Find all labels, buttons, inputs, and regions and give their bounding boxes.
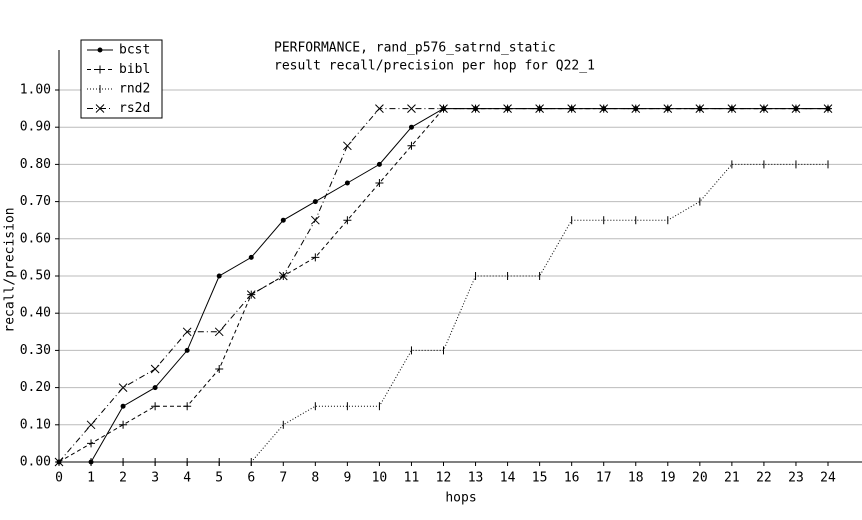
x-tick-label: 24 bbox=[820, 471, 836, 486]
x-axis-label: hops bbox=[445, 491, 476, 506]
x-tick-label: 10 bbox=[372, 471, 388, 486]
y-tick-label: 0.90 bbox=[20, 120, 51, 135]
point-marker bbox=[503, 104, 512, 113]
point-marker bbox=[311, 253, 320, 262]
point-marker bbox=[214, 327, 224, 337]
point-marker bbox=[119, 420, 128, 429]
point-marker bbox=[439, 104, 448, 113]
x-tick-label: 15 bbox=[532, 471, 548, 486]
x-tick-label: 14 bbox=[500, 471, 516, 486]
point-marker bbox=[567, 104, 577, 113]
point-marker bbox=[823, 104, 833, 113]
x-tick-label: 12 bbox=[436, 471, 452, 486]
x-tick-label: 20 bbox=[692, 471, 708, 486]
point-marker bbox=[375, 179, 384, 187]
point-marker bbox=[152, 385, 158, 391]
legend-label: rnd2 bbox=[119, 82, 150, 97]
point-marker bbox=[215, 365, 224, 373]
x-tick-label: 13 bbox=[468, 471, 484, 486]
point-marker bbox=[54, 457, 64, 467]
point-marker bbox=[599, 104, 609, 113]
point-marker bbox=[695, 104, 705, 113]
point-marker bbox=[407, 141, 416, 150]
x-tick-label: 0 bbox=[55, 471, 63, 486]
point-marker bbox=[278, 271, 288, 281]
y-tick-label: 1.00 bbox=[20, 83, 51, 98]
y-tick-label: 0.80 bbox=[20, 157, 51, 172]
x-tick-label: 1 bbox=[87, 471, 95, 486]
legend-label: bcst bbox=[119, 43, 150, 58]
y-tick-label: 0.10 bbox=[20, 417, 51, 432]
x-tick-label: 5 bbox=[215, 471, 223, 486]
point-marker bbox=[759, 104, 769, 113]
point-marker bbox=[86, 420, 96, 430]
point-marker bbox=[535, 104, 544, 113]
x-tick-label: 21 bbox=[724, 471, 740, 486]
x-tick-label: 22 bbox=[756, 471, 772, 486]
point-marker bbox=[631, 104, 641, 113]
x-tick-label: 11 bbox=[404, 471, 420, 486]
point-marker bbox=[151, 402, 160, 411]
point-marker bbox=[183, 402, 192, 411]
point-marker bbox=[246, 290, 256, 299]
point-marker bbox=[120, 403, 126, 409]
point-marker bbox=[727, 104, 737, 113]
point-marker bbox=[118, 383, 128, 392]
point-marker bbox=[280, 217, 286, 223]
legend-marker bbox=[95, 104, 105, 113]
point-marker bbox=[343, 141, 352, 151]
x-tick-label: 7 bbox=[279, 471, 287, 486]
point-marker bbox=[791, 104, 801, 113]
point-marker bbox=[344, 180, 350, 186]
point-marker bbox=[471, 104, 480, 113]
y-tick-label: 0.50 bbox=[20, 269, 51, 284]
x-tick-label: 6 bbox=[247, 471, 255, 486]
x-tick-label: 19 bbox=[660, 471, 676, 486]
point-marker bbox=[150, 364, 160, 374]
x-tick-label: 8 bbox=[311, 471, 319, 486]
legend-marker bbox=[96, 65, 104, 74]
point-marker bbox=[87, 439, 96, 448]
y-tick-label: 0.30 bbox=[20, 343, 51, 358]
point-marker bbox=[375, 104, 384, 113]
x-tick-label: 23 bbox=[788, 471, 804, 486]
legend-box bbox=[80, 39, 163, 119]
legend-label: rs2d bbox=[119, 101, 150, 116]
y-tick-label: 0.20 bbox=[20, 380, 51, 395]
x-tick-label: 18 bbox=[628, 471, 644, 486]
x-tick-label: 17 bbox=[596, 471, 612, 486]
point-marker bbox=[407, 104, 416, 113]
x-tick-label: 2 bbox=[119, 471, 127, 486]
chart-subtitle: result recall/precision per hop for Q22_… bbox=[274, 59, 595, 74]
y-tick-label: 0.60 bbox=[20, 231, 51, 246]
point-marker bbox=[216, 273, 222, 279]
point-marker bbox=[182, 327, 192, 337]
x-tick-label: 16 bbox=[564, 471, 580, 486]
x-tick-label: 9 bbox=[343, 471, 351, 486]
point-marker bbox=[343, 216, 352, 225]
x-tick-label: 4 bbox=[183, 471, 191, 486]
point-marker bbox=[312, 199, 318, 205]
y-tick-label: 0.00 bbox=[20, 455, 51, 470]
legend-label: bibl bbox=[119, 62, 150, 77]
chart-title: PERFORMANCE, rand_p576_satrnd_static bbox=[274, 41, 556, 56]
point-marker bbox=[248, 254, 254, 260]
point-marker bbox=[184, 347, 190, 353]
y-tick-label: 0.40 bbox=[20, 306, 51, 321]
point-marker bbox=[376, 161, 382, 167]
point-marker bbox=[310, 215, 320, 225]
y-axis-label: recall/precision bbox=[3, 207, 18, 332]
point-marker bbox=[663, 104, 673, 113]
point-marker bbox=[408, 124, 414, 130]
x-tick-label: 3 bbox=[151, 471, 159, 486]
legend-marker bbox=[97, 47, 103, 53]
y-tick-label: 0.70 bbox=[20, 194, 51, 209]
